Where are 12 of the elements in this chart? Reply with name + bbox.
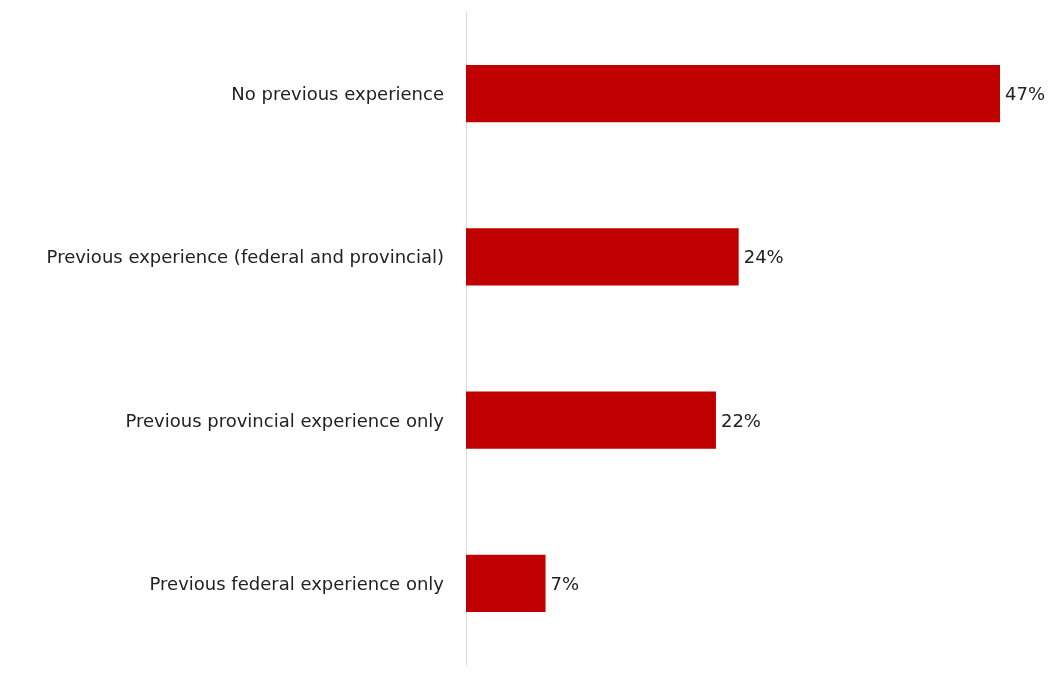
data-label: 47% (1005, 83, 1046, 105)
bar (466, 391, 716, 449)
bar (466, 228, 739, 286)
bar (466, 554, 546, 612)
data-label: 22% (720, 409, 761, 431)
y-tick-label: Previous experience (federal and provincial) (46, 246, 444, 268)
bar (466, 65, 1000, 123)
y-tick-label: Previous provincial experience only (125, 409, 445, 431)
data-label: 7% (550, 572, 580, 594)
y-tick-label: Previous federal experience only (149, 572, 445, 594)
data-label: 24% (743, 246, 784, 268)
y-tick-label: No previous experience (231, 83, 444, 105)
